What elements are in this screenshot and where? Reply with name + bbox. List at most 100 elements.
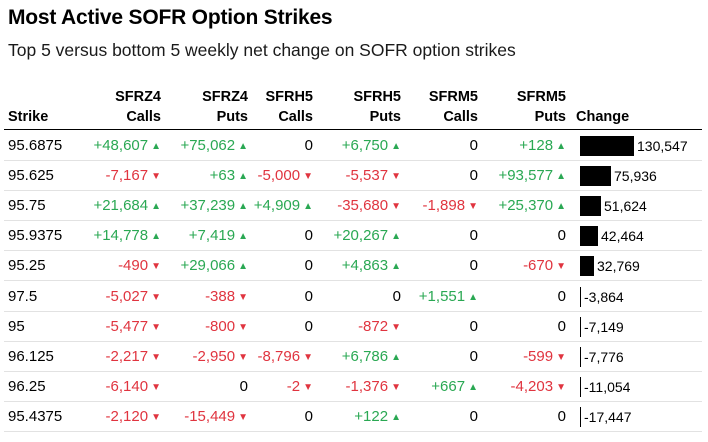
triangle-down-icon: ▼: [556, 351, 566, 363]
strike-cell: 95: [8, 317, 25, 335]
value-cell: +7,419 ▲: [189, 221, 248, 251]
value-text: +6,750: [341, 137, 389, 154]
strike-cell: 95.4375: [8, 407, 63, 425]
value-text: 0: [304, 257, 313, 275]
triangle-up-icon: ▲: [556, 171, 566, 183]
table-row: 95 -5,477 ▼ -800 ▼ 0 -872 ▼ 0 0 -7,149: [0, 312, 708, 342]
value-text: +128: [519, 137, 554, 154]
value-cell: +48,607 ▲: [93, 131, 161, 161]
value-cell: -8,796 ▼: [258, 342, 313, 372]
value-cell: +4,909 ▲: [254, 191, 313, 221]
row-separator: [4, 190, 702, 192]
value-cell: 0: [558, 221, 566, 251]
triangle-up-icon: ▲: [468, 291, 478, 303]
strike-cell: 96.25: [8, 377, 46, 395]
value-text: +1,551: [418, 287, 466, 305]
value-cell: 0: [470, 131, 478, 161]
value-text: +4,909: [253, 197, 301, 215]
value-text: 0: [557, 227, 566, 245]
change-bar: [580, 226, 598, 247]
triangle-up-icon: ▲: [151, 141, 161, 152]
value-cell: -872 ▼: [358, 312, 401, 342]
value-cell: +63 ▲: [210, 161, 248, 191]
column-header-line2: Puts: [534, 109, 566, 125]
value-cell: 0: [305, 312, 313, 342]
column-header-line2: Calls: [443, 109, 478, 125]
triangle-up-icon: ▲: [391, 411, 401, 423]
table-row: 95.625 -7,167 ▼ +63 ▲ -5,000 ▼ -5,537 ▼ 0 +93,577 ▲…: [0, 161, 708, 192]
column-header: SFRH5 Puts: [353, 87, 401, 127]
value-text: +25,370: [498, 197, 554, 215]
change-label: 32,769: [597, 258, 640, 275]
triangle-down-icon: ▼: [303, 351, 313, 363]
value-cell: +29,066 ▲: [180, 251, 248, 281]
value-cell: -490 ▼: [118, 251, 161, 281]
column-header: SFRM5 Calls: [429, 87, 478, 127]
value-cell: -800 ▼: [205, 312, 248, 342]
change-bar: [580, 166, 611, 187]
value-cell: +75,062 ▲: [180, 131, 248, 161]
value-text: 0: [469, 317, 478, 335]
change-baseline: [580, 316, 581, 337]
change-baseline: [580, 346, 581, 367]
table-row: 96.125 -2,217 ▼ -2,950 ▼ -8,796 ▼ +6,786 ▲ 0 -599 ▼…: [0, 342, 708, 372]
value-text: 0: [239, 377, 248, 395]
column-header: SFRH5 Calls: [265, 87, 313, 127]
value-text: -4,203: [510, 377, 554, 395]
triangle-up-icon: ▲: [238, 201, 248, 213]
row-separator: [4, 370, 702, 372]
change-label: -11,054: [584, 378, 631, 395]
value-text: +14,778: [93, 227, 149, 245]
value-text: 0: [304, 287, 313, 305]
triangle-down-icon: ▼: [151, 351, 161, 363]
value-cell: -7,167 ▼: [106, 161, 161, 191]
change-label: -3,864: [584, 288, 624, 305]
strike-cell: 97.5: [8, 287, 38, 305]
value-cell: 0: [558, 312, 566, 342]
triangle-down-icon: ▼: [391, 381, 401, 393]
triangle-up-icon: ▲: [151, 231, 161, 243]
table-row: 96.25 -6,140 ▼ 0 -2 ▼ -1,376 ▼ +667 ▲ -4,203 ▼ -11,0…: [0, 372, 708, 402]
value-cell: 0: [240, 372, 248, 402]
value-text: -2: [286, 377, 301, 395]
strike-cell: 95.625: [8, 167, 54, 185]
value-text: -8,796: [257, 347, 301, 365]
value-text: -5,027: [105, 287, 149, 305]
triangle-down-icon: ▼: [238, 291, 248, 303]
value-text: +667: [431, 377, 466, 395]
column-header-line2: Calls: [278, 109, 313, 125]
header-rule: [4, 129, 702, 130]
value-text: -5,537: [345, 167, 389, 185]
value-cell: +128 ▲: [519, 131, 566, 161]
triangle-down-icon: ▼: [151, 261, 161, 273]
triangle-down-icon: ▼: [151, 291, 161, 303]
column-header-line1: SFRZ4: [115, 89, 161, 105]
value-text: 0: [469, 227, 478, 245]
change-label: 75,936: [614, 168, 657, 185]
header-strike: Strike: [8, 109, 49, 125]
triangle-up-icon: ▲: [238, 141, 248, 152]
column-header-line1: SFRH5: [353, 89, 401, 105]
value-cell: 0: [470, 402, 478, 432]
value-cell: +20,267 ▲: [333, 221, 401, 251]
value-cell: -1,898 ▼: [423, 191, 478, 221]
value-text: 0: [304, 407, 313, 425]
value-text: +122: [354, 407, 389, 425]
value-text: -15,449: [184, 407, 236, 425]
row-separator: [4, 220, 702, 222]
value-text: +29,066: [180, 257, 236, 275]
triangle-up-icon: ▲: [303, 201, 313, 213]
value-text: -2,120: [105, 407, 149, 425]
value-cell: 0: [305, 131, 313, 161]
value-cell: -2 ▼: [287, 372, 313, 402]
value-text: 0: [469, 167, 478, 185]
value-cell: 0: [305, 402, 313, 432]
table-row: 95.75 +21,684 ▲ +37,239 ▲ +4,909 ▲ -35,680 ▼ -1,8…: [0, 191, 708, 222]
triangle-down-icon: ▼: [468, 201, 478, 213]
triangle-down-icon: ▼: [238, 321, 248, 333]
triangle-down-icon: ▼: [303, 171, 313, 183]
value-text: -2,950: [192, 347, 236, 365]
value-text: -599: [523, 347, 554, 365]
value-cell: 0: [470, 161, 478, 191]
triangle-up-icon: ▲: [238, 231, 248, 243]
